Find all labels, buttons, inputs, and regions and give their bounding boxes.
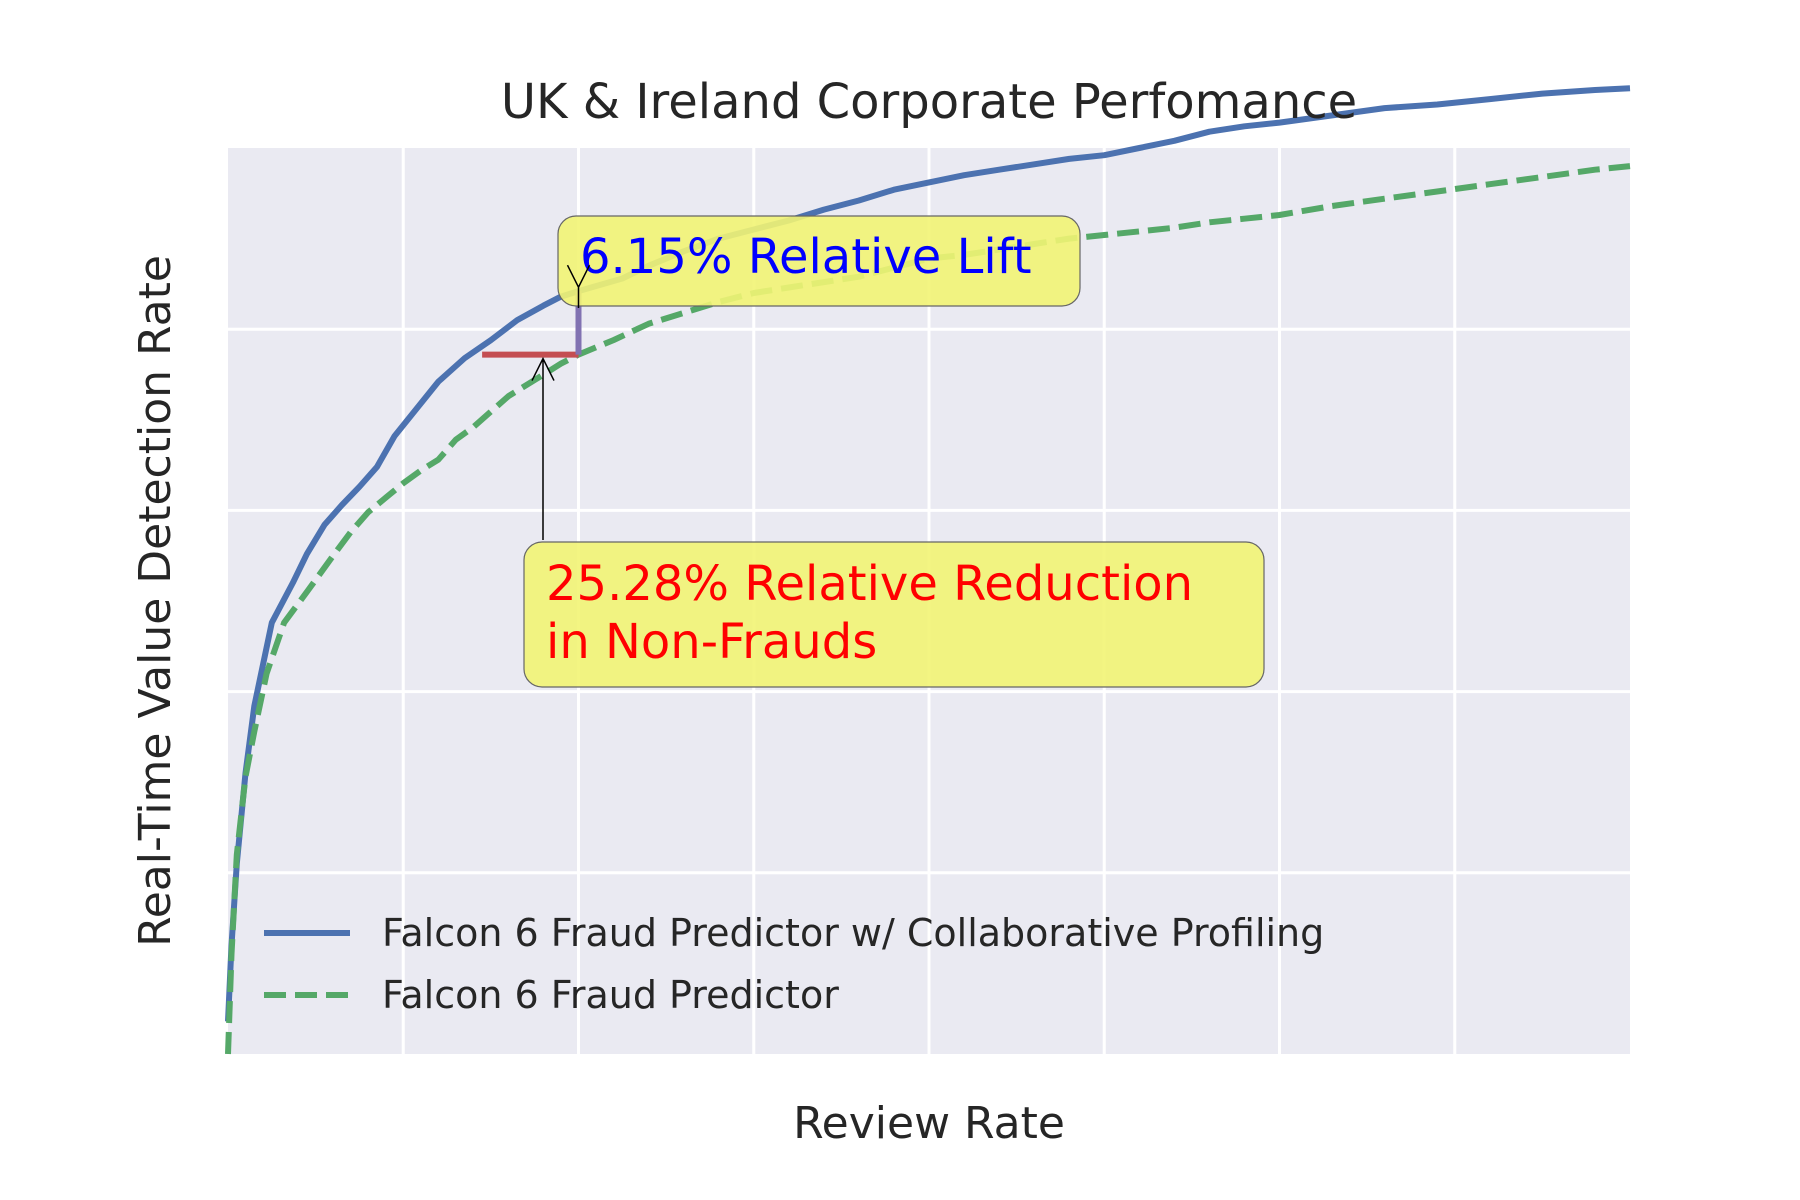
reduction-arrow	[531, 356, 555, 540]
lift-callout-text: 6.15% Relative Lift	[580, 229, 1032, 285]
legend-label-series-2: Falcon 6 Fraud Predictor	[382, 973, 839, 1017]
grid	[228, 148, 1630, 1054]
y-axis-label: Real-Time Value Detection Rate	[130, 255, 181, 947]
lift-callout-box	[557, 215, 1081, 307]
series-line-2	[225, 163, 1631, 1055]
lift-arrow	[566, 264, 591, 308]
reduction-callout-box	[523, 541, 1265, 688]
reduction-callout-text-2: in Non-Frauds	[546, 614, 877, 670]
x-axis-label: Review Rate	[793, 1098, 1065, 1149]
annotations: 6.15% Relative Lift 25.28% Relative Reduc…	[482, 215, 1265, 688]
chart-title: UK & Ireland Corporate Perfomance	[501, 74, 1357, 130]
legend: Falcon 6 Fraud Predictor w/ Collaborativ…	[264, 911, 1324, 1017]
reduction-callout-text-1: 25.28% Relative Reduction	[546, 556, 1193, 612]
legend-label-series-1: Falcon 6 Fraud Predictor w/ Collaborativ…	[382, 911, 1324, 955]
